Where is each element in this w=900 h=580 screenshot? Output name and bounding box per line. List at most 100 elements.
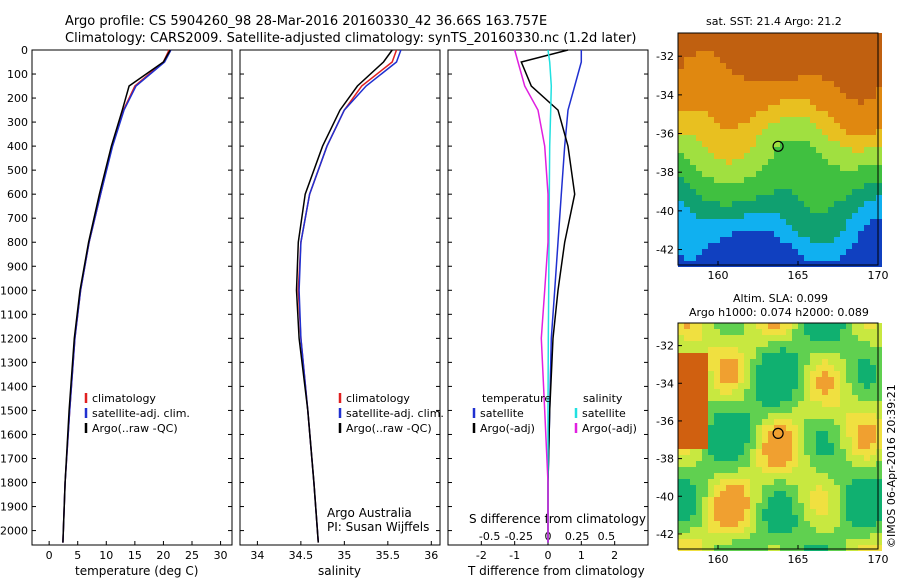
sst-map-cell [828, 207, 834, 213]
sla-map-cell [774, 395, 780, 401]
sla-map-cell [786, 545, 792, 551]
sla-map-cell [816, 461, 822, 467]
sst-map-cell [726, 117, 732, 123]
sst-map-cell [744, 33, 750, 39]
sla-map-cell [828, 389, 834, 395]
sst-map-cell [738, 87, 744, 93]
sla-map-cell [714, 455, 720, 461]
sst-map-cell [678, 207, 684, 213]
sst-map-cell [846, 147, 852, 153]
sla-map-cell [720, 509, 726, 515]
sst-map-cell [762, 153, 768, 159]
sst-map-cell [708, 147, 714, 153]
sla-map-cell [714, 407, 720, 413]
sst-map-cell [804, 87, 810, 93]
sla-map-cell [834, 389, 840, 395]
sla-map-cell [768, 323, 774, 329]
sla-map-cell [798, 383, 804, 389]
sst-map-cell [726, 33, 732, 39]
sla-map-cell [756, 539, 762, 545]
sla-map-cell [804, 335, 810, 341]
sst-map-cell [738, 135, 744, 141]
sla-map-cell [696, 545, 702, 551]
sla-map-cell [840, 485, 846, 491]
sst-map-frame [677, 32, 879, 266]
sst-map-cell [696, 201, 702, 207]
sla-map-cell [810, 401, 816, 407]
sst-map-cell [720, 189, 726, 195]
sst-map-cell [834, 207, 840, 213]
sst-map-cell [840, 249, 846, 255]
sst-map-cell [750, 45, 756, 51]
sla-map-cell [846, 527, 852, 533]
s-difference-tick-label: -0.5 [479, 530, 500, 543]
sla-map-cell [774, 353, 780, 359]
sla-map-cell [870, 509, 876, 515]
sst-map-cell [762, 207, 768, 213]
sst-map-cell [798, 189, 804, 195]
sst-map-cell [762, 123, 768, 129]
sst-map-cell [822, 255, 828, 261]
sla-map-cell [690, 401, 696, 407]
sst-map-cell [846, 69, 852, 75]
sst-map-cell [876, 75, 882, 81]
sst-map-cell [798, 237, 804, 243]
sst-map-cell [744, 165, 750, 171]
sst-map-cell [720, 237, 726, 243]
sla-map-cell [828, 527, 834, 533]
sst-map-cell [750, 87, 756, 93]
sst-map-cell [756, 105, 762, 111]
sla-map-cell [798, 413, 804, 419]
sst-map-cell [816, 207, 822, 213]
sst-map-cell [876, 45, 882, 51]
sst-map-cell [684, 45, 690, 51]
sst-map-cell [834, 213, 840, 219]
sla-map-cell [864, 485, 870, 491]
sla-map-cell [762, 359, 768, 365]
sst-map-cell [678, 57, 684, 63]
sst-map-cell [870, 135, 876, 141]
sla-map-cell [864, 353, 870, 359]
sst-map-cell [810, 165, 816, 171]
sla-map-cell [840, 395, 846, 401]
sst-map-cell [852, 57, 858, 63]
sst-map-cell [720, 153, 726, 159]
sst-map-cell [876, 249, 882, 255]
sla-map-cell [738, 353, 744, 359]
sla-map-cell [690, 515, 696, 521]
sst-map-cell [684, 225, 690, 231]
sst-map-cell [846, 207, 852, 213]
sst-map-cell [684, 87, 690, 93]
sst-map-cell [834, 99, 840, 105]
sst-map-cell [780, 231, 786, 237]
sla-map-cell [786, 527, 792, 533]
sla-map-cell [684, 473, 690, 479]
sst-map-cell [720, 255, 726, 261]
sst-map-cell [810, 33, 816, 39]
sst-map-cell [762, 261, 768, 267]
sla-map-cell [678, 383, 684, 389]
sst-map-cell [816, 243, 822, 249]
sla-map-cell [702, 533, 708, 539]
sla-map-cell [828, 449, 834, 455]
sla-map-cell [780, 383, 786, 389]
sla-map-cell [732, 509, 738, 515]
sst-map-cell [756, 117, 762, 123]
sst-map-cell [750, 195, 756, 201]
sla-map-cell [864, 383, 870, 389]
sla-map-cell [696, 539, 702, 545]
sst-map-cell [810, 123, 816, 129]
sla-map-cell [846, 383, 852, 389]
sla-map-cell [702, 413, 708, 419]
sst-map-cell [756, 189, 762, 195]
sst-map-cell [870, 123, 876, 129]
sla-map-cell [834, 533, 840, 539]
sst-map-cell [690, 75, 696, 81]
sla-map-cell [774, 491, 780, 497]
sla-map-cell [714, 401, 720, 407]
sst-map-cell [858, 243, 864, 249]
sst-map-cell [870, 57, 876, 63]
sla-map-cell [762, 419, 768, 425]
sst-map-cell [744, 213, 750, 219]
sla-map-cell [726, 509, 732, 515]
